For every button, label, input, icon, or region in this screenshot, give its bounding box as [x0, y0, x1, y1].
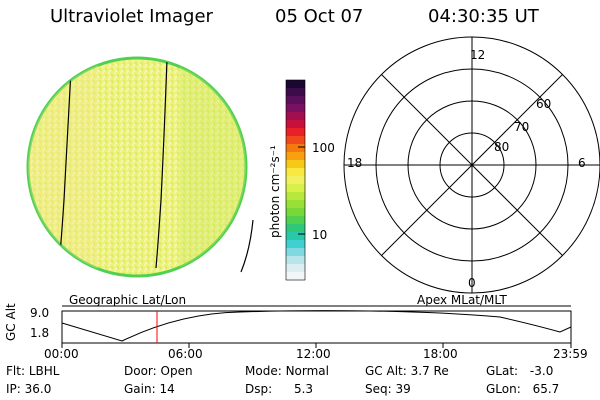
status-glon: GLon: 65.7 [486, 382, 559, 396]
flt-value: LBHL [28, 364, 60, 378]
glat-label: GLat: [486, 364, 519, 378]
door-value: Open [160, 364, 193, 378]
polar-label-60: 60 [536, 97, 552, 111]
colorbar-swatch [286, 264, 305, 273]
gcalt-value: 3.7 Re [410, 364, 449, 378]
colorbar-swatch [286, 232, 305, 241]
gain-label: Gain: [124, 382, 156, 396]
time-label: 04:30:35 UT [428, 6, 539, 27]
colorbar-swatch [286, 272, 305, 281]
colorbar-swatch [286, 216, 305, 225]
dsp-label: Dsp: [245, 382, 273, 396]
colorbar-tick-label: 100 [312, 141, 335, 155]
date-label: 05 Oct 07 [275, 6, 364, 27]
gcalt-label: GC Alt: [365, 364, 407, 378]
colorbar-swatch [286, 152, 305, 161]
instrument-title: Ultraviolet Imager [50, 6, 213, 27]
colorbar-swatch [286, 144, 305, 153]
polar-label-12: 12 [470, 48, 486, 62]
x-tick-label: 12:00 [296, 347, 331, 361]
seq-value: 39 [395, 382, 411, 396]
door-label: Door: [124, 364, 157, 378]
gain-value: 14 [159, 382, 175, 396]
colorbar-swatch [286, 192, 305, 201]
colorbar-swatch [286, 168, 305, 177]
colorbar-swatch [286, 128, 305, 137]
polar-label-18: 18 [347, 156, 363, 170]
glon-value: 65.7 [532, 382, 560, 396]
altitude-y-bottom: 1.8 [30, 326, 50, 340]
colorbar-swatch [286, 88, 305, 97]
x-tick-label: 23:59 [553, 347, 588, 361]
flt-label: Flt: [6, 364, 25, 378]
longitude-line [155, 59, 168, 269]
status-door: Door: Open [124, 364, 193, 378]
x-tick-label: 00:00 [44, 347, 79, 361]
status-flt: Flt: LBHL [6, 364, 59, 378]
glon-label: GLon: [486, 382, 521, 396]
x-tick-label: 18:00 [423, 347, 458, 361]
colorbar-swatch [286, 240, 305, 249]
colorbar-swatch [286, 184, 305, 193]
glat-value: -3.0 [529, 364, 554, 378]
ip-value: 36.0 [24, 382, 52, 396]
status-dsp: Dsp: 5.3 [245, 382, 313, 396]
mode-label: Mode: [245, 364, 282, 378]
status-ip: IP: 36.0 [6, 382, 51, 396]
status-seq: Seq: 39 [365, 382, 411, 396]
polar-label-6: 6 [578, 156, 586, 170]
status-gain: Gain: 14 [124, 382, 175, 396]
colorbar-border [285, 79, 306, 281]
altitude-plot [61, 310, 572, 348]
colorbar-swatch [286, 136, 305, 145]
ip-label: IP: [6, 382, 21, 396]
colorbar-swatch [286, 120, 305, 129]
colorbar-swatch [286, 224, 305, 233]
polar-plot [343, 36, 600, 294]
colorbar-swatch [286, 160, 305, 169]
colorbar-swatch [286, 200, 305, 209]
colorbar [285, 79, 306, 281]
earth-disk [26, 56, 254, 278]
left-panel-label: Geographic Lat/Lon [69, 293, 187, 307]
mode-value: Normal [285, 364, 329, 378]
polar-label-0: 0 [468, 276, 476, 290]
status-gcalt: GC Alt: 3.7 Re [365, 364, 449, 378]
colorbar-unit-label: photon cm⁻²s⁻¹ [268, 145, 282, 238]
colorbar-swatch [286, 104, 305, 113]
colorbar-swatch [286, 256, 305, 265]
colorbar-swatch [286, 112, 305, 121]
status-mode: Mode: Normal [245, 364, 329, 378]
altitude-curve [61, 310, 572, 342]
polar-label-80: 80 [494, 140, 510, 154]
longitude-line [240, 219, 254, 273]
right-panel-label: Apex MLat/MLT [417, 293, 507, 307]
x-tick-label: 06:00 [168, 347, 203, 361]
colorbar-swatch [286, 208, 305, 217]
colorbar-swatch [286, 176, 305, 185]
altitude-y-top: 9.0 [30, 306, 50, 320]
colorbar-swatch [286, 96, 305, 105]
status-glat: GLat: -3.0 [486, 364, 553, 378]
altitude-ylabel: GC Alt [4, 303, 18, 341]
colorbar-swatch [286, 80, 305, 89]
colorbar-tick-label: 10 [312, 228, 328, 242]
dsp-value: 5.3 [293, 382, 314, 396]
colorbar-swatch [286, 248, 305, 257]
seq-label: Seq: [365, 382, 392, 396]
polar-label-70: 70 [514, 120, 530, 134]
